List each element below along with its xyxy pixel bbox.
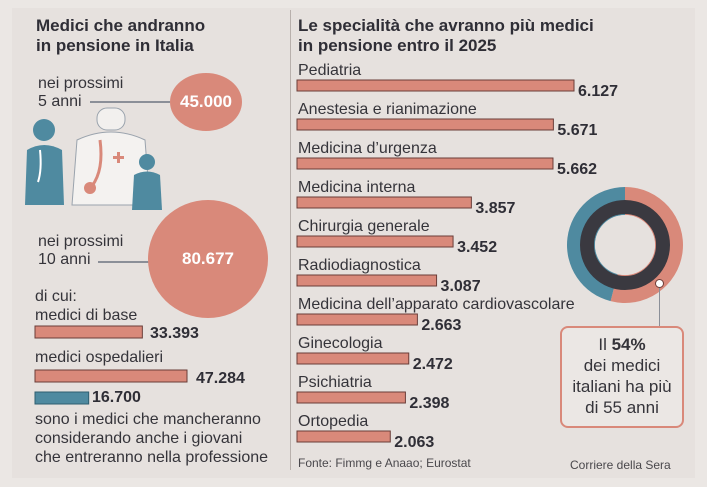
specialty-label: Ginecologia (298, 335, 383, 352)
specialty-label: Medicina d’urgenza (298, 140, 437, 157)
specialty-bar (296, 79, 575, 92)
specialty-value-label: 2.663 (421, 317, 461, 334)
group2-label-line2: 10 anni (38, 251, 91, 268)
specialty-bar (296, 274, 438, 287)
group2-leader-line (98, 261, 166, 263)
breakdown-label-hospital: medici ospedalieri (35, 349, 164, 366)
group2-label-line1: nei prossimi (38, 233, 124, 250)
specialty-bar (296, 391, 406, 404)
group1-value: 45.000 (180, 92, 232, 111)
donut-callout-dot (655, 279, 664, 288)
specialty-bar (296, 352, 410, 365)
specialty-label: Pediatria (298, 62, 361, 79)
breakdown-value-hospital: 47.284 (196, 370, 245, 387)
group1-label: nei prossimi 5 anni (38, 75, 123, 111)
callout-prefix: Il (598, 335, 612, 354)
group2-value: 80.677 (182, 249, 234, 268)
breakdown-header: di cui: (35, 288, 77, 305)
source-note: Fonte: Fimmg e Anaao; Eurostat (298, 456, 471, 470)
specialty-bar (296, 235, 454, 248)
specialty-label: Anestesia e rianimazione (298, 101, 477, 118)
breakdown-bar (34, 325, 143, 339)
specialty-value-label: 3.087 (441, 278, 481, 295)
specialty-value-label: 3.452 (457, 239, 497, 256)
callout-line3: italiani ha più (572, 377, 672, 396)
specialty-label: Chirurgia generale (298, 218, 430, 235)
callout-line2: dei medici (583, 356, 661, 375)
group1-label-line2: 5 anni (38, 93, 82, 110)
age-callout-box: Il 54% dei medici italiani ha più di 55 … (560, 326, 684, 428)
shortage-note: sono i medici che mancheranno consideran… (35, 410, 268, 467)
group2-label: nei prossimi 10 anni (38, 233, 123, 269)
publisher-credit: Corriere della Sera (570, 458, 671, 472)
panel-divider (290, 10, 291, 470)
group1-leader-line (90, 101, 170, 103)
group2-circle: 80.677 (148, 200, 268, 318)
note-line3: che entreranno nella professione (35, 449, 269, 466)
callout-line1: Il 54% (562, 334, 682, 355)
specialty-label: Medicina dell’apparato cardiovascolare (298, 296, 575, 313)
specialty-value-label: 6.127 (578, 83, 618, 100)
specialty-value-label: 3.857 (475, 200, 515, 217)
right-title-line2: in pensione entro il 2025 (298, 36, 497, 55)
specialty-value-label: 5.671 (557, 122, 597, 139)
donut-slice (610, 187, 683, 303)
breakdown-bar (34, 369, 188, 383)
donut-inner-ring (580, 200, 670, 290)
specialty-label: Medicina interna (298, 179, 416, 196)
specialty-bar (296, 430, 391, 443)
group1-label-line1: nei prossimi (38, 75, 124, 92)
specialty-label: Ortopedia (298, 413, 368, 430)
right-title: Le specialità che avranno più medici in … (298, 16, 594, 56)
specialty-bar (296, 313, 418, 326)
specialty-bar (296, 157, 554, 170)
left-title-line2: in pensione in Italia (36, 36, 194, 55)
breakdown-label-base: medici di base (35, 307, 138, 324)
breakdown-value-base: 33.393 (150, 325, 199, 342)
specialty-bar (296, 196, 472, 209)
specialty-bar (296, 118, 554, 131)
callout-pct: 54% (611, 335, 646, 354)
left-title-line1: Medici che andranno (36, 16, 206, 35)
breakdown-value-shortage: 16.700 (92, 389, 141, 406)
group1-circle: 45.000 (170, 73, 242, 131)
right-title-line1: Le specialità che avranno più medici (298, 16, 594, 35)
specialty-label: Psichiatria (298, 374, 372, 391)
age-donut-chart (566, 187, 683, 303)
note-line2: considerando anche i giovani (35, 430, 243, 447)
left-title: Medici che andranno in pensione in Itali… (36, 16, 205, 56)
breakdown-bar (34, 391, 90, 405)
specialty-value-label: 2.472 (413, 356, 453, 373)
specialty-value-label: 2.063 (394, 434, 434, 451)
donut-hole (595, 215, 655, 275)
specialty-value-label: 5.662 (557, 161, 597, 178)
note-line1: sono i medici che mancheranno (35, 411, 261, 428)
callout-line4: di 55 anni (585, 398, 659, 417)
specialty-label: Radiodiagnostica (298, 257, 421, 274)
donut-callout-line (659, 283, 660, 327)
doctors-illustration-icon (25, 107, 162, 210)
specialty-value-label: 2.398 (409, 395, 449, 412)
